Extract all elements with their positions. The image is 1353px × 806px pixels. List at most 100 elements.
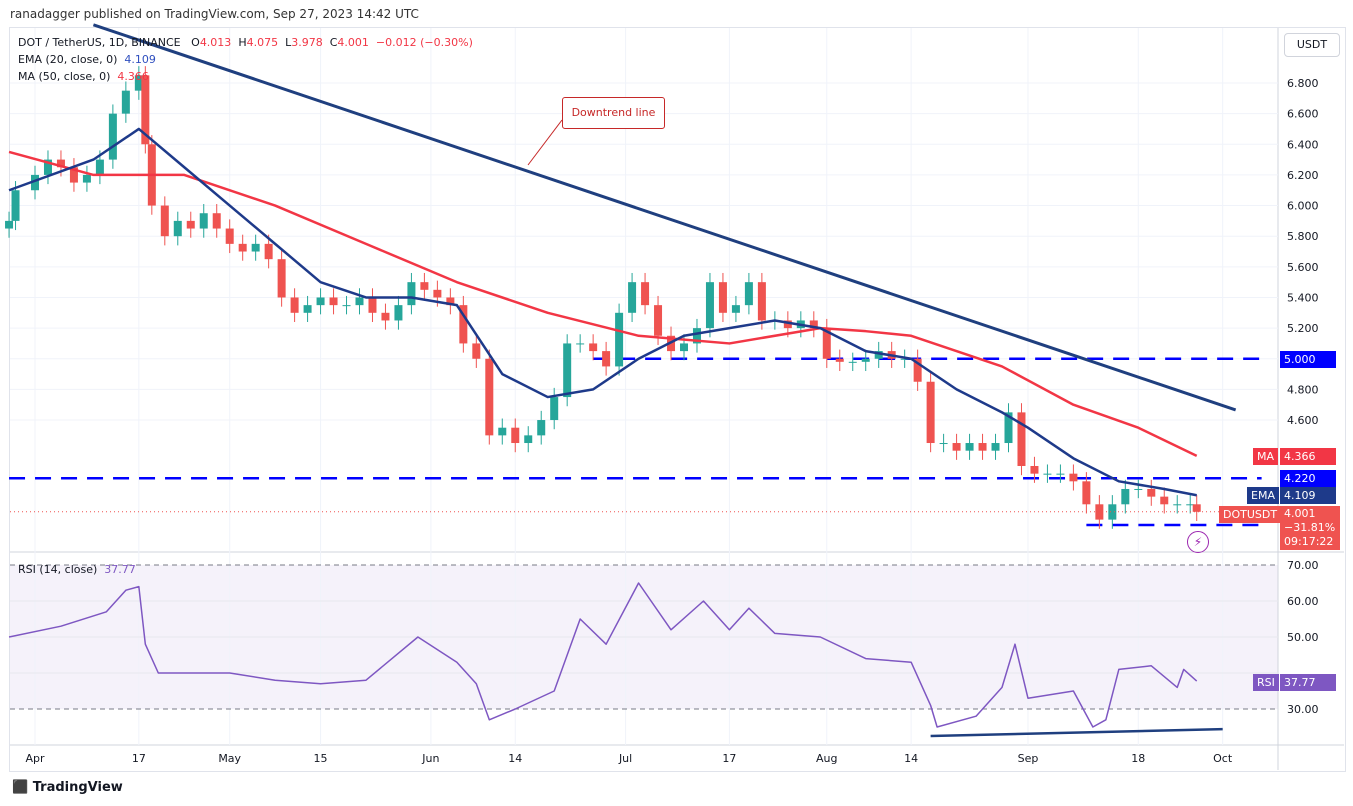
y-tick-label: 5.200 — [1287, 322, 1319, 335]
candle-body — [498, 427, 507, 436]
candle-body — [692, 328, 701, 344]
close-value: 4.001 — [337, 36, 369, 49]
candle-body — [173, 220, 182, 237]
candle-body — [134, 75, 143, 91]
x-tick-label: May — [218, 752, 241, 765]
ema-value: 4.109 — [124, 53, 156, 66]
candle-body — [744, 282, 753, 306]
ema-legend[interactable]: EMA (20, close, 0) 4.109 — [18, 53, 156, 66]
candle-body — [1017, 412, 1026, 466]
brand-name: TradingView — [32, 780, 123, 795]
candle-body — [43, 159, 52, 175]
candle-body — [342, 305, 351, 307]
candle-body — [809, 320, 818, 329]
candle-body — [835, 358, 844, 362]
low-label: L — [285, 36, 292, 49]
candle-body — [913, 358, 922, 382]
x-tick-label: Jun — [421, 752, 439, 765]
candle-body — [264, 243, 273, 260]
y-tick-label: 6.400 — [1287, 138, 1319, 151]
ma50-line — [8, 150, 1198, 458]
candle-body — [1121, 488, 1130, 505]
logo-icon: ⬛ — [12, 780, 29, 795]
rsi-tick-label: 30.00 — [1287, 703, 1319, 716]
y-tick-label: 4.600 — [1287, 414, 1319, 427]
candle-body — [654, 305, 663, 336]
candle-body — [861, 358, 870, 362]
candle-body — [11, 190, 20, 221]
candle-body — [731, 305, 740, 313]
candle-body — [368, 297, 377, 313]
x-tick-label: 17 — [722, 752, 736, 765]
bar-countdown: 09:17:22 — [1284, 535, 1334, 548]
candle-body — [628, 282, 637, 313]
lightning-alert-icon[interactable]: ⚡ — [1187, 531, 1209, 553]
candle-body — [900, 358, 909, 360]
published-caption: ranadagger published on TradingView.com,… — [10, 7, 419, 21]
candle-body — [978, 443, 987, 451]
x-tick-label: Oct — [1213, 752, 1233, 765]
ma-legend[interactable]: MA (50, close, 0) 4.366 — [18, 70, 149, 83]
y-tick-label: 5.800 — [1287, 230, 1319, 243]
candle-body — [199, 213, 208, 229]
candle-body — [290, 297, 299, 313]
candle-body — [1186, 504, 1195, 506]
ema-label: EMA (20, close, 0) — [18, 53, 118, 66]
candle-body — [1056, 473, 1065, 475]
candle-body — [965, 443, 974, 451]
candle-body — [225, 228, 234, 244]
tradingview-logo[interactable]: ⬛ TradingView — [12, 780, 123, 795]
rsi-legend[interactable]: RSI (14, close) 37.77 — [18, 563, 136, 576]
high-label: H — [238, 36, 247, 49]
close-label: C — [329, 36, 338, 49]
candle-body — [602, 351, 611, 367]
candle-body — [511, 427, 520, 444]
candle-body — [277, 259, 286, 298]
y-tick-label: 6.800 — [1287, 77, 1319, 90]
candle-body — [1069, 473, 1078, 482]
currency-button[interactable]: USDT — [1284, 33, 1340, 57]
candle-body — [433, 289, 442, 298]
last-price-label: 4.001 −31.81% 09:17:22 — [1280, 506, 1340, 550]
candle-body — [1134, 488, 1143, 490]
rsi-line — [8, 582, 1198, 728]
candle-body — [446, 297, 455, 306]
ma-tag: MA — [1253, 448, 1279, 465]
candle-body — [537, 420, 546, 436]
x-tick-label: Apr — [25, 752, 45, 765]
candle-body — [5, 220, 14, 229]
ema-tag: EMA — [1247, 487, 1279, 504]
y-tick-label: 6.200 — [1287, 169, 1319, 182]
y-tick-label: 6.000 — [1287, 200, 1319, 213]
change-value: −0.012 (−0.30%) — [375, 36, 473, 49]
downtrend-callout: Downtrend line — [562, 97, 665, 129]
level-5000-label: 5.000 — [1280, 351, 1336, 368]
candle-body — [1147, 488, 1156, 497]
candle-body — [472, 343, 481, 359]
candle-body — [95, 159, 104, 175]
y-tick-label: 5.400 — [1287, 291, 1319, 304]
candle-body — [31, 174, 39, 191]
candle-body — [69, 167, 78, 183]
callout-pointer — [527, 119, 563, 166]
candle-body — [952, 443, 961, 451]
x-tick-label: 14 — [508, 752, 522, 765]
candle-body — [680, 343, 688, 352]
candle-body — [238, 243, 247, 252]
last-price: 4.001 — [1284, 507, 1316, 520]
candle-body — [926, 381, 935, 444]
ma-label: MA (50, close, 0) — [18, 70, 111, 83]
candle-body — [251, 243, 260, 252]
rsi-tick-label: 50.00 — [1287, 631, 1319, 644]
rsi-tag: RSI — [1253, 674, 1279, 691]
candle-body — [783, 320, 792, 329]
candle-body — [991, 443, 1000, 451]
symbol-name: DOT / TetherUS, 1D, BINANCE — [18, 36, 181, 49]
candle-body — [108, 113, 117, 160]
candle-body — [822, 328, 831, 359]
candle-body — [1082, 481, 1091, 505]
candle-body — [459, 305, 468, 344]
high-value: 4.075 — [246, 36, 279, 49]
x-tick-label: Aug — [816, 752, 837, 765]
